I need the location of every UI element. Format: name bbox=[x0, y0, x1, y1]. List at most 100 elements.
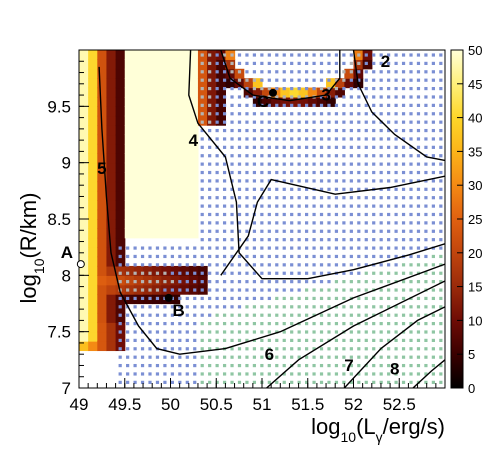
grid-dot bbox=[290, 380, 294, 384]
grid-dot bbox=[349, 154, 353, 158]
grid-dot bbox=[372, 204, 376, 208]
grid-dot bbox=[439, 263, 443, 267]
grid-dot bbox=[305, 221, 309, 225]
grid-dot bbox=[200, 78, 204, 82]
grid-dot bbox=[267, 212, 271, 217]
grid-dot bbox=[305, 280, 309, 284]
grid-dot bbox=[364, 112, 368, 116]
grid-dot bbox=[208, 120, 212, 124]
heat-cell bbox=[152, 68, 162, 79]
grid-dot bbox=[230, 254, 234, 259]
heat-cell bbox=[143, 284, 153, 295]
heat-cell bbox=[106, 228, 117, 239]
grid-dot bbox=[290, 355, 294, 359]
heat-cell bbox=[143, 59, 153, 70]
grid-dot bbox=[260, 112, 264, 116]
grid-dot bbox=[245, 112, 249, 116]
grid-dot bbox=[297, 86, 301, 91]
grid-dot bbox=[319, 271, 324, 275]
grid-dot bbox=[364, 238, 368, 242]
grid-dot bbox=[394, 103, 398, 107]
grid-dot bbox=[349, 347, 353, 351]
grid-dot bbox=[267, 254, 271, 259]
grid-dot bbox=[364, 338, 368, 342]
grid-dot bbox=[424, 355, 428, 359]
grid-dot bbox=[245, 179, 249, 183]
grid-dot bbox=[334, 280, 339, 284]
grid-dot bbox=[215, 322, 219, 326]
grid-dot bbox=[401, 70, 406, 74]
grid-dot bbox=[193, 313, 197, 317]
grid-dot bbox=[260, 70, 264, 74]
grid-dot bbox=[431, 61, 435, 66]
heat-cell bbox=[170, 219, 181, 229]
grid-dot bbox=[327, 187, 331, 191]
heat-cell bbox=[124, 265, 135, 276]
heat-cell bbox=[152, 162, 162, 173]
grid-dot bbox=[327, 112, 331, 116]
grid-dot bbox=[431, 179, 435, 183]
heat-cell bbox=[97, 200, 108, 211]
grid-dot bbox=[140, 271, 145, 275]
grid-dot bbox=[394, 313, 398, 317]
grid-dot bbox=[282, 204, 286, 208]
grid-dot bbox=[401, 296, 406, 301]
grid-dot bbox=[424, 95, 428, 99]
grid-dot bbox=[290, 187, 294, 191]
heat-cell bbox=[188, 265, 199, 276]
grid-dot bbox=[342, 313, 346, 317]
heat-cell bbox=[179, 284, 190, 295]
grid-dot bbox=[312, 137, 316, 141]
grid-dot bbox=[379, 338, 383, 342]
grid-dot bbox=[200, 288, 204, 292]
grid-dot bbox=[409, 154, 413, 158]
grid-dot bbox=[439, 313, 443, 317]
heat-cell bbox=[88, 59, 98, 70]
heat-cell bbox=[161, 143, 172, 154]
heat-cell bbox=[207, 96, 217, 107]
heat-cell bbox=[97, 247, 108, 258]
heat-cell bbox=[280, 96, 291, 107]
grid-dot bbox=[431, 78, 435, 82]
heat-cell bbox=[179, 275, 190, 286]
heat-cell bbox=[207, 115, 217, 126]
grid-dot bbox=[237, 53, 242, 57]
grid-dot bbox=[170, 347, 174, 351]
grid-dot bbox=[230, 162, 234, 166]
grid-dot bbox=[215, 70, 219, 74]
grid-dot bbox=[208, 212, 212, 217]
grid-dot bbox=[379, 280, 383, 284]
grid-dot bbox=[282, 229, 286, 233]
grid-dot bbox=[178, 246, 182, 250]
grid-dot bbox=[364, 313, 368, 317]
grid-dot bbox=[260, 137, 264, 141]
grid-dot bbox=[424, 263, 428, 267]
grid-dot bbox=[260, 61, 264, 66]
grid-dot bbox=[222, 280, 227, 284]
grid-dot bbox=[334, 355, 339, 359]
heat-cell bbox=[106, 331, 117, 342]
heat-cell bbox=[133, 50, 144, 60]
grid-dot bbox=[260, 313, 264, 317]
heat-cell bbox=[88, 341, 98, 352]
grid-dot bbox=[222, 187, 227, 191]
heat-cell bbox=[152, 87, 162, 98]
heat-cell bbox=[115, 115, 126, 126]
grid-dot bbox=[290, 238, 294, 242]
grid-dot bbox=[387, 296, 391, 301]
grid-dot bbox=[297, 380, 301, 384]
grid-dot bbox=[185, 313, 189, 317]
heat-cell bbox=[106, 237, 117, 248]
grid-dot bbox=[364, 196, 368, 200]
grid-dot bbox=[260, 296, 264, 301]
heat-cell bbox=[97, 312, 108, 323]
grid-dot bbox=[416, 179, 421, 183]
grid-dot bbox=[394, 137, 398, 141]
grid-dot bbox=[148, 313, 152, 317]
grid-dot bbox=[215, 95, 219, 99]
grid-dot bbox=[357, 330, 361, 334]
grid-dot bbox=[342, 212, 346, 217]
grid-dot bbox=[372, 363, 376, 368]
grid-dot bbox=[319, 196, 324, 200]
grid-dot bbox=[349, 61, 353, 66]
